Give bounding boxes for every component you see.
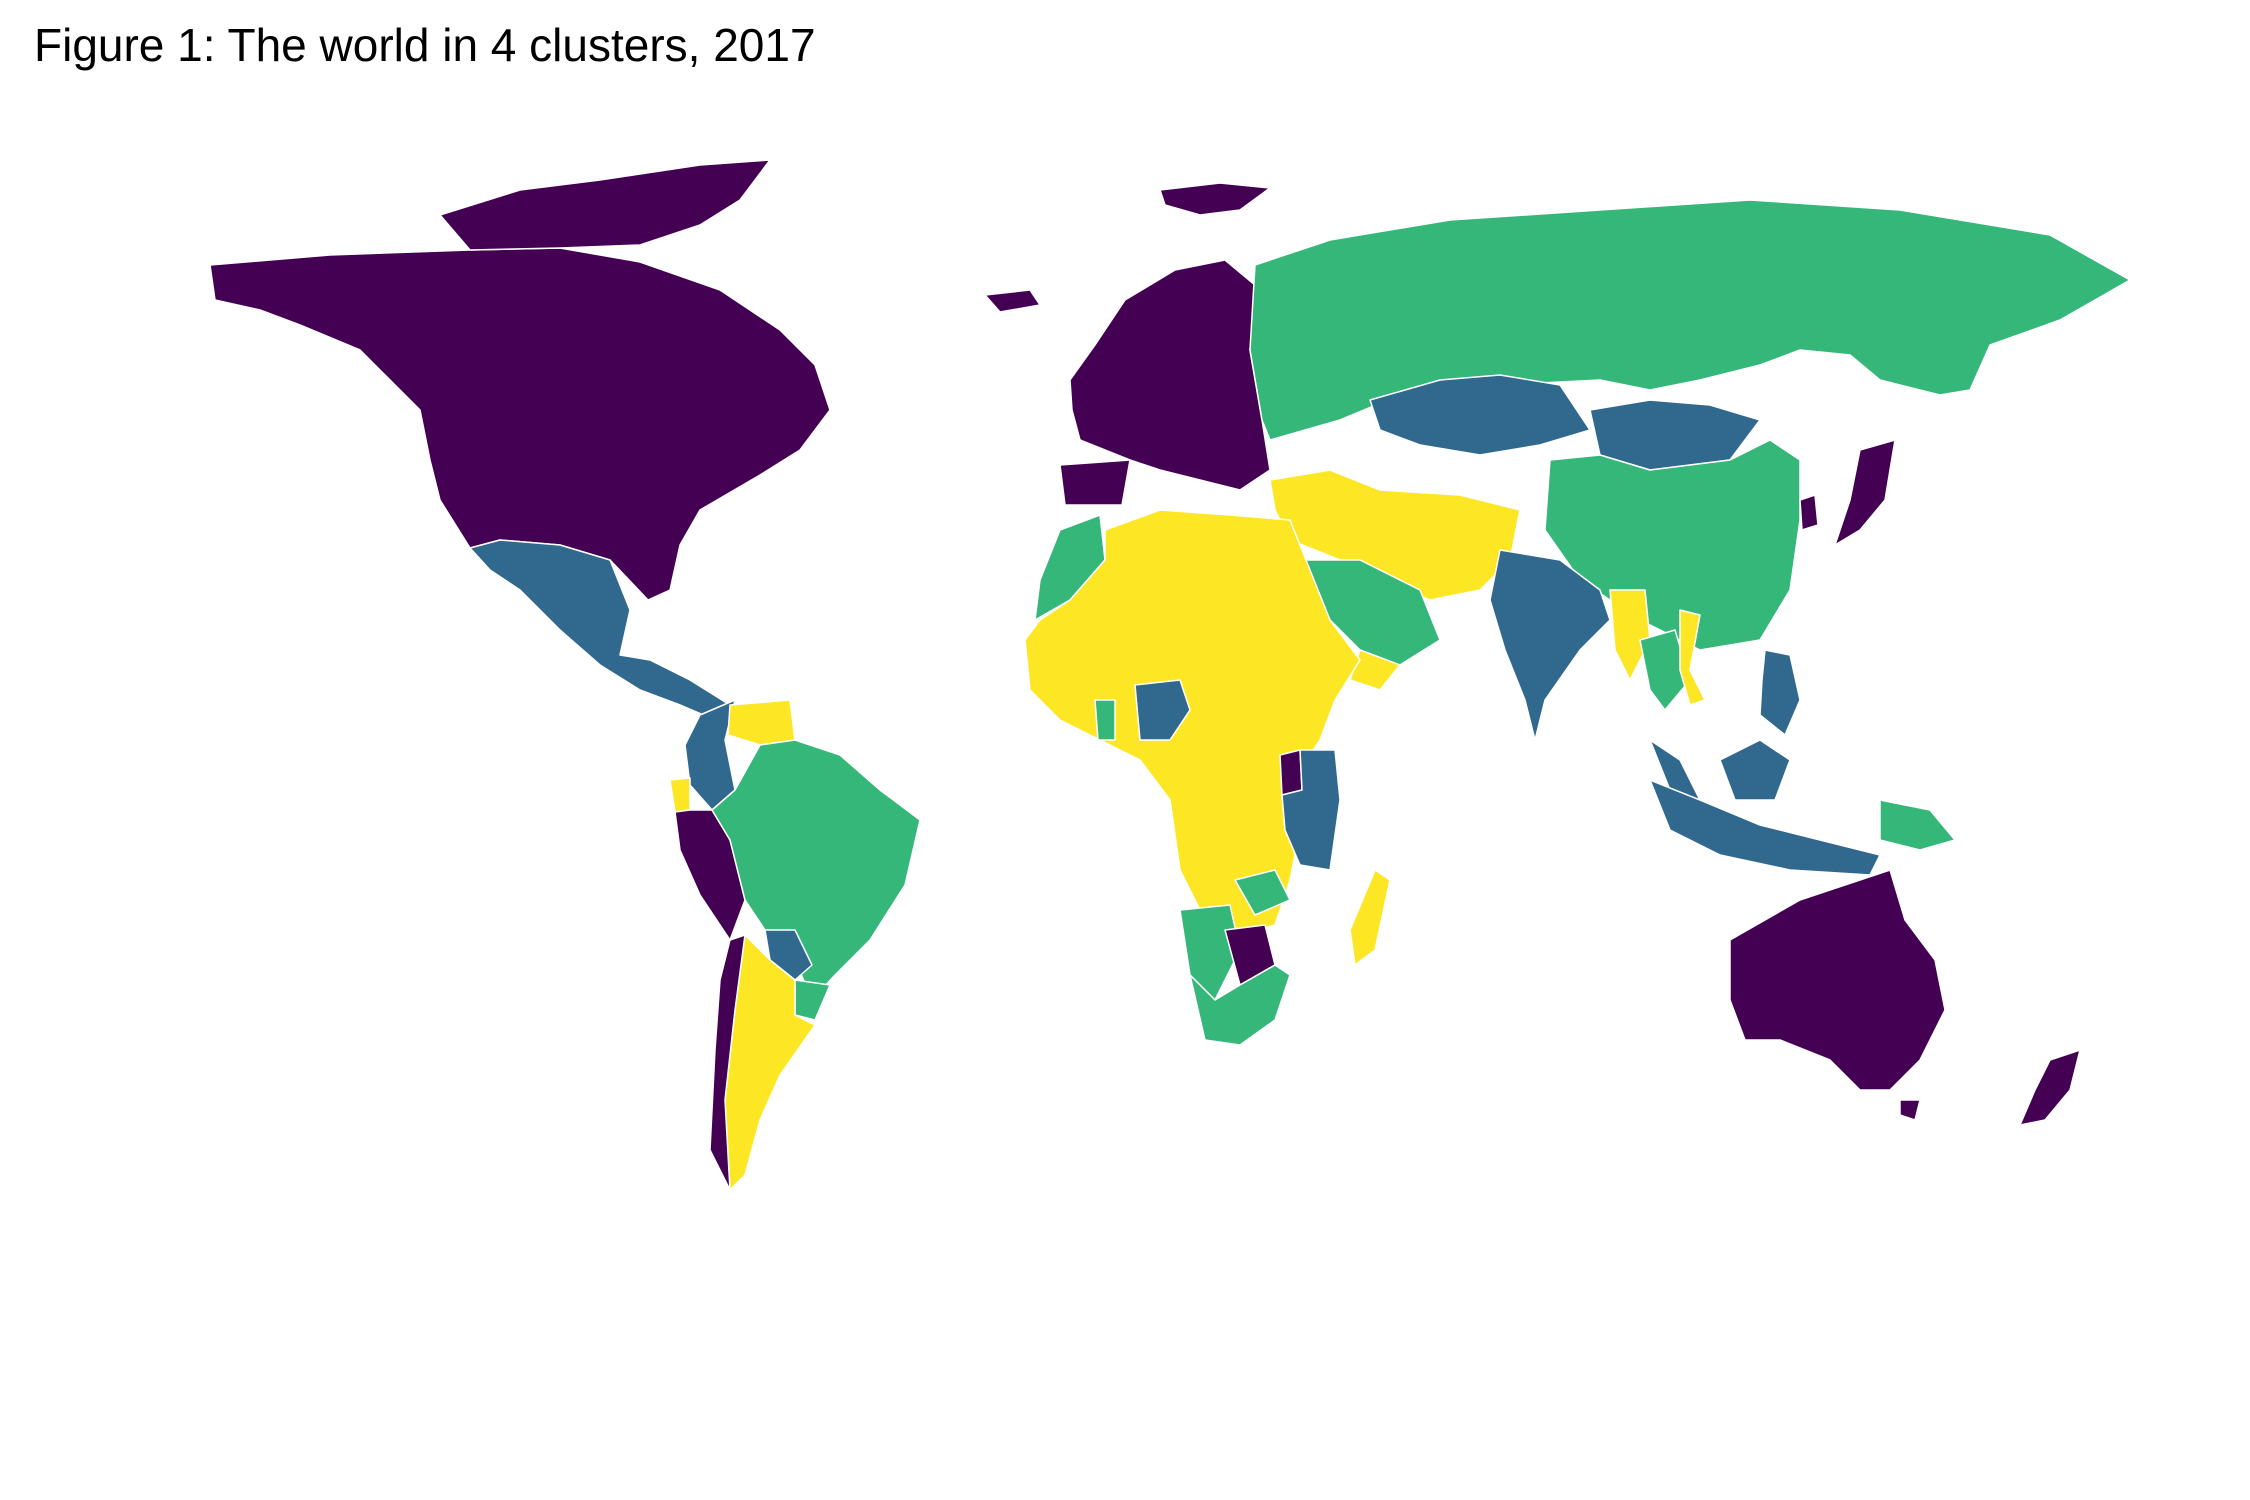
- region-ghana: [1094, 699, 1116, 741]
- region-north-america: [209, 247, 831, 601]
- region-korea: [1799, 494, 1819, 531]
- region-japan: [1834, 439, 1896, 546]
- region-australia: [1729, 869, 1946, 1091]
- region-spain: [1059, 459, 1131, 506]
- region-borneo: [1719, 739, 1791, 801]
- region-uruguay: [794, 979, 831, 1021]
- region-nigeria: [1134, 679, 1191, 741]
- region-uganda-rwanda: [1279, 749, 1303, 796]
- region-new-zealand: [2019, 1049, 2081, 1126]
- region-philippines: [1759, 649, 1801, 736]
- region-mexico-central-america: [469, 539, 731, 721]
- region-myanmar: [1609, 589, 1651, 681]
- region-europe: [1069, 259, 1271, 491]
- figure-title: Figure 1: The world in 4 clusters, 2017: [34, 19, 816, 71]
- region-madagascar: [1349, 869, 1391, 966]
- region-namibia: [1179, 904, 1241, 1001]
- region-paraguay: [764, 929, 813, 981]
- region-indonesia: [1649, 779, 1881, 876]
- region-vietnam: [1679, 609, 1706, 706]
- region-thailand: [1639, 629, 1691, 711]
- region-canada-arctic: [439, 159, 771, 251]
- region-kenya-tanzania: [1281, 749, 1341, 871]
- region-papua-new-guinea: [1879, 799, 1956, 851]
- region-brazil: [711, 739, 921, 1001]
- region-greenland: [1159, 182, 1271, 216]
- region-colombia: [684, 699, 736, 811]
- region-zambia: [1234, 869, 1291, 916]
- region-iceland: [984, 289, 1041, 313]
- region-india: [1489, 549, 1611, 741]
- region-saudi-arabia: [1299, 559, 1441, 666]
- region-chile: [709, 934, 746, 1191]
- region-ecuador: [669, 777, 691, 813]
- region-venezuela: [727, 699, 796, 746]
- region-kazakhstan: [1369, 374, 1591, 456]
- region-south-africa: [1189, 964, 1291, 1046]
- region-tasmania: [1899, 1099, 1921, 1121]
